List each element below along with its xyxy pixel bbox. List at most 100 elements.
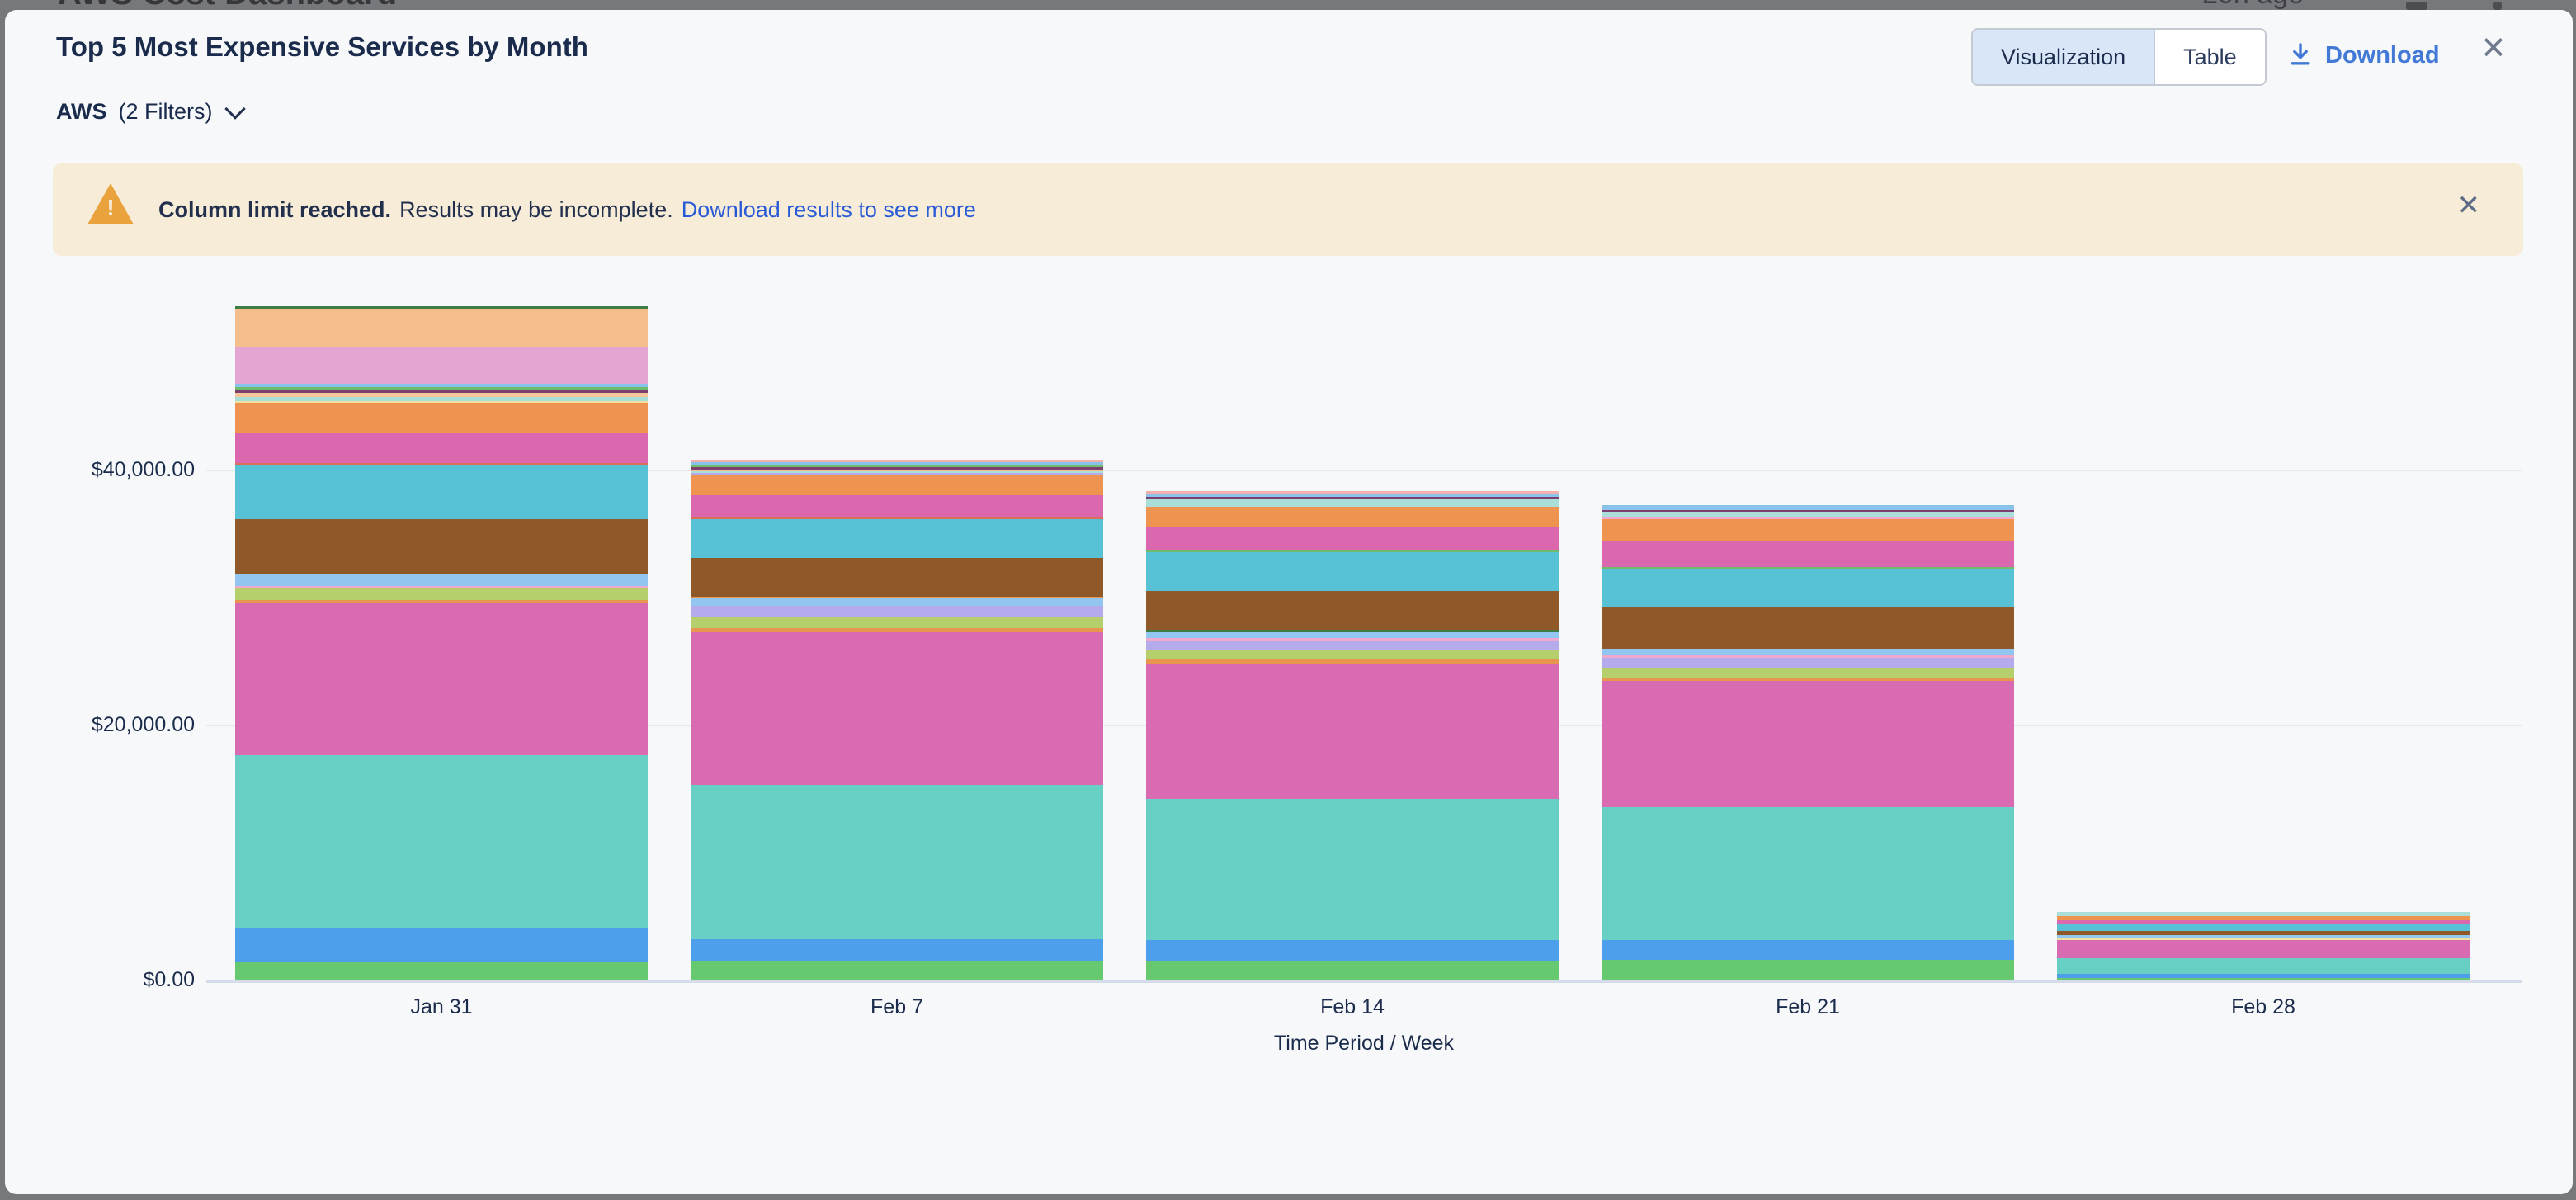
bar-segment[interactable] [235,397,648,402]
bar-segment[interactable] [1602,568,2014,607]
bar-segment[interactable] [235,465,648,520]
bar-segment[interactable] [691,785,1103,939]
bar-segment[interactable] [2057,978,2470,980]
bar-segment[interactable] [691,616,1103,628]
bar-segment[interactable] [1146,496,1559,499]
bar-segment[interactable] [1146,649,1559,659]
warning-banner: ! Column limit reached. Results may be i… [53,163,2523,256]
bar-segment[interactable] [2057,938,2470,940]
bar-segment[interactable] [2057,939,2470,959]
bar-segment[interactable] [691,938,1103,961]
bar-segment[interactable] [691,605,1103,617]
bar-segment[interactable] [1602,541,2014,567]
bar-segment[interactable] [235,384,648,388]
bar-segment[interactable] [691,469,1103,471]
bar-segment[interactable] [1146,490,1559,494]
bar-segment[interactable] [691,466,1103,470]
bar-segment[interactable] [2057,912,2470,917]
bar-segment[interactable] [691,461,1103,465]
bar-segment[interactable] [1602,566,2014,569]
bar-segment[interactable] [691,459,1103,462]
bar-segment[interactable] [1146,551,1559,591]
bar-segment[interactable] [235,347,648,385]
banner-close-icon[interactable]: ✕ [2456,190,2481,221]
bar-segment[interactable] [1602,607,2014,649]
bar-segment[interactable] [235,574,648,586]
bar-segment[interactable] [1146,527,1559,550]
bar-segment[interactable] [691,495,1103,517]
bar-segment[interactable] [691,470,1103,474]
bar-segment[interactable] [2057,974,2470,978]
bar-segment[interactable] [235,463,648,466]
bar-segment[interactable] [1602,657,2014,668]
bar-segment[interactable] [1146,629,1559,632]
bar-segment[interactable] [1602,654,2014,658]
bar-segment[interactable] [691,631,1103,786]
bar-segment[interactable] [235,433,648,464]
bar-segment[interactable] [691,475,1103,496]
bar-segment[interactable] [235,387,648,390]
bar-segment[interactable] [235,403,648,434]
bar-segment[interactable] [1602,504,2014,511]
bar-segment[interactable] [2057,934,2470,938]
bar-segment[interactable] [691,598,1103,606]
tab-visualization[interactable]: Visualization [1973,30,2156,84]
bar-segment[interactable] [691,464,1103,467]
bar-segment[interactable] [235,585,648,588]
bar-segment[interactable] [1146,640,1559,650]
bar-segment[interactable] [1146,631,1559,638]
bar-segment[interactable] [2057,958,2470,975]
bar-segment[interactable] [2057,916,2470,921]
bar-segment[interactable] [1602,667,2014,678]
bar-segment[interactable] [1602,512,2014,517]
bar-segment[interactable] [691,518,1103,558]
bar-segment[interactable] [235,519,648,574]
bar-segment[interactable] [235,927,648,962]
bar-segment[interactable] [691,596,1103,598]
bar-segment[interactable] [235,390,648,394]
warning-icon: ! [87,183,134,226]
bar-segment[interactable] [1146,960,1559,980]
bar-segment[interactable] [1146,664,1559,800]
bar-segment[interactable] [2057,920,2470,924]
bar-segment[interactable] [235,401,648,404]
close-icon[interactable]: ✕ [2480,31,2507,66]
bar-segment[interactable] [1146,799,1559,940]
bar-segment[interactable] [691,961,1103,980]
download-button[interactable]: Download [2287,28,2440,83]
bar-segment[interactable] [691,517,1103,519]
bar-segment[interactable] [1146,506,1559,527]
bar-segment[interactable] [691,627,1103,632]
tab-table[interactable]: Table [2155,30,2265,84]
bar-segment[interactable] [2057,931,2470,935]
bar-segment[interactable] [691,557,1103,597]
bar-segment[interactable] [1602,510,2014,513]
bar-segment[interactable] [1602,807,2014,940]
bar-segment[interactable] [1602,680,2014,808]
bar-segment[interactable] [1146,659,1559,664]
bar-segment[interactable] [1602,648,2014,655]
bar-segment[interactable] [235,603,648,755]
bar-segment[interactable] [2057,924,2470,932]
bar-segment[interactable] [235,306,648,309]
bar-segment[interactable] [235,308,648,347]
filters-dropdown[interactable]: AWS (2 Filters) [56,97,246,125]
bar-segment[interactable] [1146,637,1559,641]
bar-segment[interactable] [1602,677,2014,681]
bar-segment[interactable] [235,754,648,928]
bar-segment[interactable] [1602,959,2014,980]
bar-segment[interactable] [1146,549,1559,552]
bar-segment[interactable] [235,393,648,398]
bar-segment[interactable] [1146,590,1559,630]
bar-segment[interactable] [1602,939,2014,960]
bar-segment[interactable] [235,588,648,600]
bar-segment[interactable] [1146,493,1559,497]
bar-segment[interactable] [235,599,648,604]
banner-download-link[interactable]: Download results to see more [681,196,976,222]
bar-segment[interactable] [1146,939,1559,961]
bar-segment[interactable] [1602,517,2014,519]
bar-segment[interactable] [691,473,1103,475]
bar-segment[interactable] [1602,518,2014,541]
bar-segment[interactable] [235,961,648,980]
bar-segment[interactable] [1146,498,1559,507]
